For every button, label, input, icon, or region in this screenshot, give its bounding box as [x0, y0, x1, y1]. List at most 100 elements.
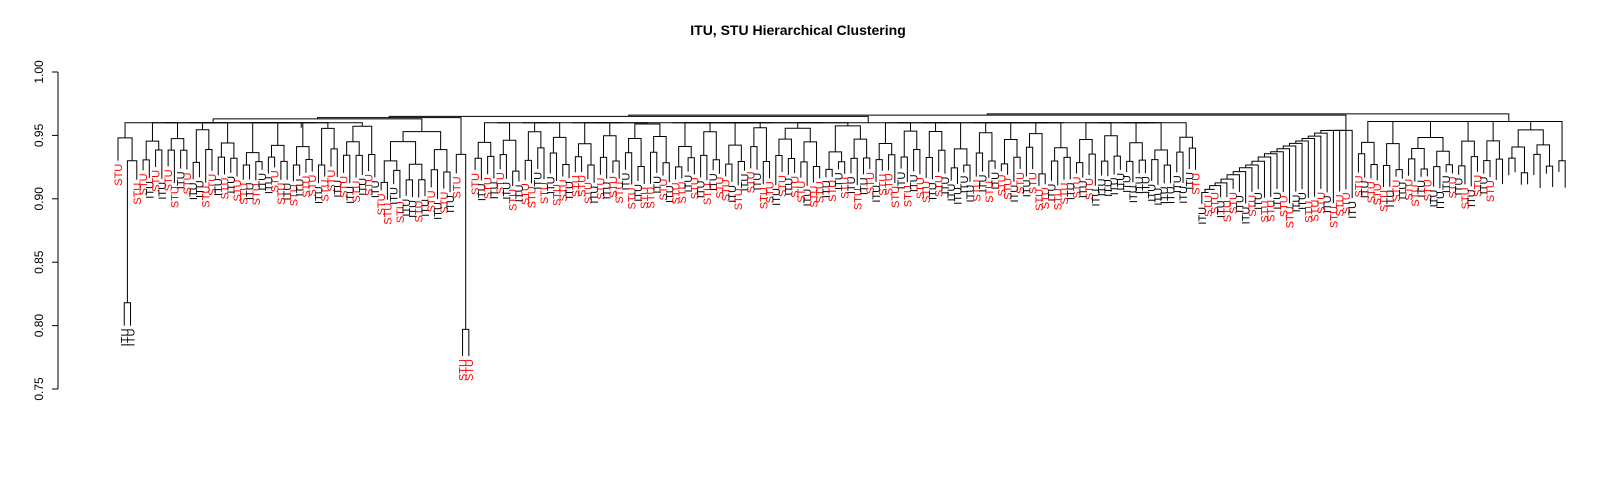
dendrogram-branch	[499, 154, 507, 179]
leaf-label: ITU	[1347, 201, 1359, 219]
leaf-label: ITU	[489, 182, 501, 200]
dendrogram-branch	[1545, 165, 1554, 188]
dendrogram-branch	[1151, 159, 1159, 185]
leaf-label: ITU	[1429, 190, 1441, 208]
dendrogram-branch	[753, 127, 767, 162]
leaf-label: ITU	[1115, 173, 1127, 191]
leaf-label: STU	[508, 189, 520, 211]
leaf-label: STU	[1391, 180, 1403, 202]
leaf-label: ITU	[1153, 188, 1165, 206]
leaf-label: ITU	[313, 186, 325, 204]
y-tick-label: 1.00	[32, 60, 46, 84]
leaf-label: ITU	[188, 182, 200, 200]
dendrogram-branch	[321, 127, 335, 166]
leaf-label: ITU	[739, 174, 751, 192]
leaf-label: STU	[984, 181, 996, 203]
leaf-label: ITU	[144, 181, 156, 199]
leaf-label: STU	[326, 170, 338, 192]
dendrogram-branch	[574, 156, 583, 173]
leaf-label: ITU	[564, 181, 576, 199]
leaf-label: ITU	[1297, 192, 1309, 210]
y-tick-label: 0.95	[32, 123, 46, 147]
dendrogram-branch	[700, 154, 708, 181]
y-tick-label: 0.75	[32, 377, 46, 401]
leaf-label: ITU	[940, 177, 952, 195]
dendrogram-branches	[117, 113, 1566, 357]
leaf-label: STU	[1422, 179, 1434, 201]
dendrogram-branch	[1029, 133, 1043, 174]
dendrogram-branch	[925, 156, 933, 180]
dendrogram-branch	[1038, 173, 1046, 186]
leaf-label: STU	[182, 172, 194, 194]
leaf-label: ITU	[965, 185, 977, 203]
leaf-label: ITU	[389, 187, 401, 205]
leaf-label: ITU	[1454, 178, 1466, 196]
leaf-label: ITU	[1197, 207, 1209, 225]
dendrogram-branch	[1433, 166, 1441, 189]
leaf-label: ITU	[176, 171, 188, 189]
leaf-label: ITU	[282, 183, 294, 201]
dendrogram-branch	[1301, 138, 1316, 197]
y-tick-label: 0.80	[32, 314, 46, 338]
dendrogram-branch	[527, 131, 542, 161]
dendrogram-branch	[1367, 120, 1394, 144]
dendrogram-branch	[1085, 122, 1112, 140]
leaf-label: ITU	[1178, 186, 1190, 204]
leaf-label: STU	[865, 172, 877, 194]
leaf-label: ITU	[783, 178, 795, 196]
dendrogram-branch	[1013, 156, 1021, 182]
leaf-label: STU	[639, 187, 651, 209]
dendrogram-branch	[1113, 155, 1121, 175]
dendrogram-branch	[352, 125, 373, 155]
leaf-label: STU	[570, 175, 582, 197]
leaf-label: STU	[376, 193, 388, 215]
leaf-label: STU	[884, 173, 896, 195]
dendrogram-branch	[1076, 162, 1084, 178]
dendrogram-branch	[124, 122, 302, 138]
leaf-label: STU	[364, 174, 376, 196]
dendrogram-branch	[383, 160, 398, 183]
leaf-label: ITU	[295, 179, 307, 197]
leaf-label: STU	[1072, 177, 1084, 199]
leaf-label: STU	[395, 201, 407, 223]
leaf-label: ITU	[664, 185, 676, 203]
dendrogram-branch	[653, 136, 667, 163]
leaf-label: ITU	[1103, 179, 1115, 197]
dendrogram-branch	[195, 129, 210, 163]
dendrogram-branch	[1188, 147, 1197, 170]
dendrogram-branch	[1179, 136, 1193, 153]
dendrogram-branch	[270, 144, 285, 162]
leaf-label: STU	[577, 175, 589, 197]
dendrogram-branch	[1517, 129, 1544, 148]
leaf-label: STU	[539, 182, 551, 204]
dendrogram-branch	[418, 179, 426, 198]
leaf-label: ITU	[1078, 180, 1090, 198]
dendrogram-branch	[1357, 153, 1366, 178]
leaf-label: ITU	[859, 177, 871, 195]
dendrogram-branch	[678, 145, 692, 167]
dendrogram-branch	[552, 136, 567, 165]
dendrogram-branch	[884, 122, 912, 144]
leaf-label: ITU	[1165, 186, 1177, 204]
leaf-label: STU	[1084, 178, 1096, 200]
leaf-label: STU	[201, 186, 213, 208]
dendrogram-branch	[1035, 122, 1062, 148]
dendrogram-branch	[1533, 153, 1541, 188]
leaf-label: ITU	[1479, 177, 1491, 195]
leaf-label: STU	[1366, 181, 1378, 203]
leaf-label: ITU	[708, 173, 720, 191]
dendrogram-branch	[784, 127, 811, 142]
leaf-label: ITU	[1435, 191, 1447, 209]
dendrogram-branch	[330, 148, 338, 177]
leaf-label: STU	[890, 186, 902, 208]
dendrogram-branch	[863, 157, 871, 175]
dendrogram-branch	[305, 159, 313, 173]
leaf-label: STU	[1460, 187, 1472, 209]
dendrogram-branch	[1408, 158, 1416, 182]
dendrogram-branch	[230, 157, 238, 177]
dendrogram-branch	[252, 122, 279, 153]
leaf-label: STU	[426, 190, 438, 212]
leaf-label: STU	[1015, 172, 1027, 194]
leaf-label: STU	[520, 183, 532, 205]
dendrogram-branch	[142, 159, 150, 178]
